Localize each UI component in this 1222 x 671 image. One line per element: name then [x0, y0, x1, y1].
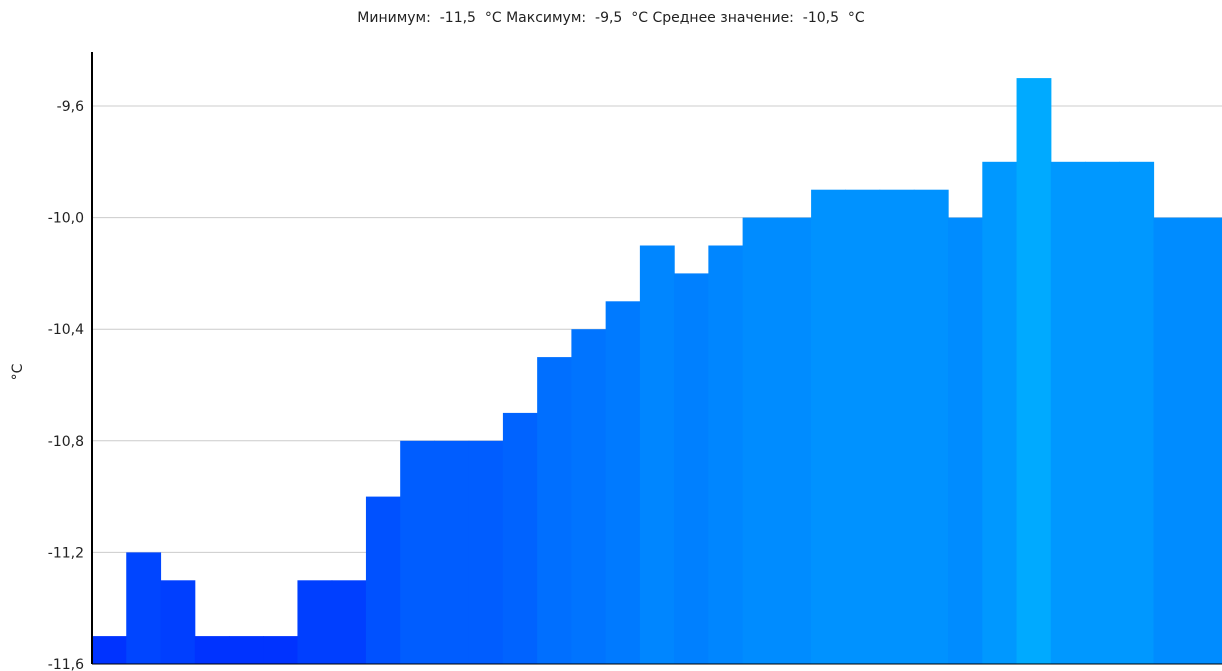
bar — [331, 580, 367, 664]
bar — [400, 440, 436, 664]
bar — [434, 440, 470, 664]
bar — [537, 357, 572, 664]
bar — [160, 580, 196, 664]
bar — [811, 189, 846, 664]
bar — [126, 552, 162, 664]
bar — [468, 440, 504, 664]
bar — [708, 245, 744, 664]
y-tick-label: -9,6 — [57, 99, 84, 115]
bar — [502, 412, 538, 664]
bar — [1153, 217, 1189, 664]
bar — [228, 636, 264, 664]
bar — [1085, 161, 1120, 665]
bar — [674, 273, 709, 664]
bar — [571, 329, 607, 664]
y-tick-labels: -9,6 -10,0 -10,4 -10,8 -11,2 -11,6 — [48, 99, 84, 671]
bar — [913, 189, 949, 664]
bar — [605, 301, 641, 664]
bar-series — [92, 78, 1222, 665]
y-tick-label: -10,4 — [48, 322, 84, 338]
bar — [365, 496, 401, 664]
bar — [1050, 161, 1086, 665]
bar — [742, 217, 778, 664]
bar — [1016, 78, 1052, 665]
axes — [91, 52, 1222, 665]
bar — [776, 217, 812, 664]
bar — [845, 189, 881, 664]
y-tick-label: -11,6 — [48, 657, 84, 671]
bar — [982, 161, 1018, 665]
bar — [297, 580, 333, 664]
bar — [879, 189, 915, 664]
y-tick-label: -11,2 — [48, 545, 84, 561]
bar — [263, 636, 299, 664]
bar — [639, 245, 675, 664]
y-tick-label: -10,0 — [48, 211, 84, 227]
bar — [194, 636, 230, 664]
y-axis-label: °C — [10, 363, 26, 380]
y-tick-label: -10,8 — [48, 434, 84, 450]
bar — [1187, 217, 1222, 664]
bar — [92, 636, 127, 664]
chart-title: Минимум: -11,5 °C Максимум: -9,5 °C Сред… — [357, 10, 865, 26]
bar — [1119, 161, 1155, 665]
bar — [948, 217, 983, 664]
